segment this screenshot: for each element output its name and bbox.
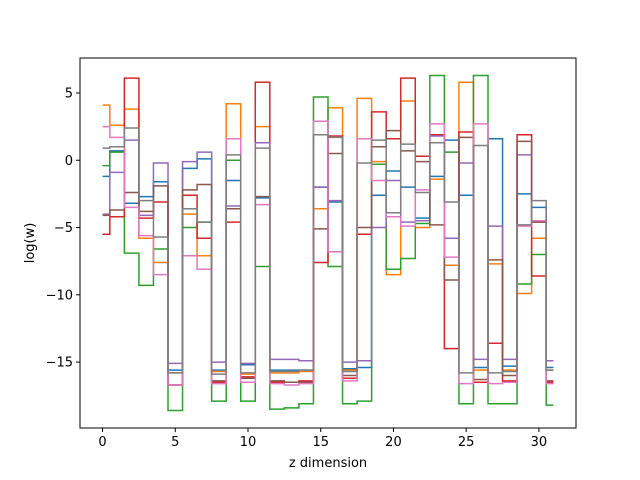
y-tick-label: −10 xyxy=(46,288,73,303)
y-tick-label: 5 xyxy=(65,86,73,101)
series-layer xyxy=(102,74,554,412)
x-tick-label: 15 xyxy=(312,435,329,450)
x-axis-label: z dimension xyxy=(289,456,367,471)
series-line-1 xyxy=(102,137,554,371)
series-line-7 xyxy=(102,120,554,386)
plot-frame xyxy=(79,57,577,429)
x-tick-label: 0 xyxy=(98,435,106,450)
x-axis: 0 5 10 15 20 25 30 xyxy=(98,428,547,450)
y-axis: 5 0 −5 −10 −15 xyxy=(46,86,80,371)
y-axis-label: log(w) xyxy=(23,223,38,264)
x-tick-label: 10 xyxy=(240,435,257,450)
x-tick-label: 25 xyxy=(458,435,475,450)
x-tick-label: 5 xyxy=(171,435,179,450)
series-line-8 xyxy=(102,127,554,375)
y-tick-label: −5 xyxy=(54,221,73,236)
x-tick-label: 30 xyxy=(531,435,548,450)
y-tick-label: −15 xyxy=(46,356,73,371)
y-tick-label: 0 xyxy=(65,154,73,169)
x-tick-label: 20 xyxy=(385,435,402,450)
